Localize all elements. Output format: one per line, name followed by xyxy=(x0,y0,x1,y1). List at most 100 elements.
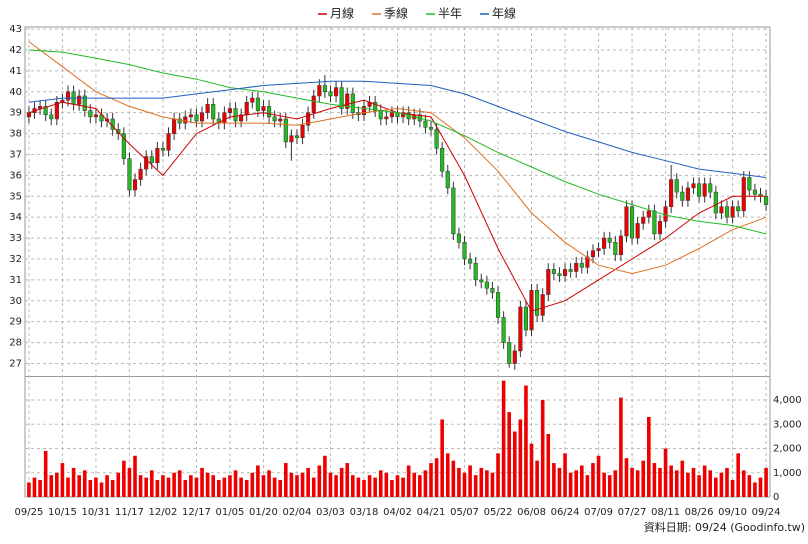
volume-bar xyxy=(473,475,478,497)
volume-bar xyxy=(401,477,405,497)
volume-bar xyxy=(211,475,216,497)
volume-bar xyxy=(758,477,763,497)
x-tick-label: 10/15 xyxy=(48,507,77,518)
volume-bar xyxy=(524,385,528,497)
volume-bar xyxy=(501,380,506,497)
volume-bar xyxy=(546,433,551,497)
x-tick-label: 12/17 xyxy=(182,507,211,518)
candle-body xyxy=(685,187,690,201)
x-tick-label: 03/03 xyxy=(316,507,345,518)
candle-body xyxy=(334,87,339,97)
candle-body xyxy=(764,196,769,205)
y-tick-label: 34 xyxy=(9,212,22,223)
volume-bar xyxy=(244,480,249,497)
candle-body xyxy=(518,306,523,352)
volume-bar xyxy=(205,472,210,497)
x-tick-label: 07/27 xyxy=(618,507,647,518)
candle-body xyxy=(311,95,316,113)
volume-bar xyxy=(328,472,333,497)
volume-bar xyxy=(60,463,65,497)
candle-body xyxy=(540,294,545,316)
volume-bar xyxy=(753,482,757,497)
y-tick-label: 30 xyxy=(9,296,22,307)
x-tick-label: 03/18 xyxy=(350,507,379,518)
volume-bar xyxy=(334,475,338,497)
volume-bar xyxy=(440,419,444,497)
x-tick-label: 04/21 xyxy=(417,507,446,518)
candle-body xyxy=(635,223,640,239)
volume-bar xyxy=(367,475,372,497)
volume-bar xyxy=(155,480,160,497)
volume-bar xyxy=(317,465,322,497)
volume-bar xyxy=(183,480,188,497)
candle-body xyxy=(373,101,378,111)
volume-bar xyxy=(725,467,729,497)
candle-body xyxy=(384,116,389,120)
candle-body xyxy=(479,279,484,283)
candle-body xyxy=(752,189,757,195)
volume-bar xyxy=(647,417,651,497)
x-tick-label: 11/17 xyxy=(115,507,144,518)
volume-bar xyxy=(613,470,618,497)
candle-body xyxy=(283,118,288,143)
legend-label: 月線 xyxy=(330,6,354,21)
volume-bar xyxy=(619,397,623,497)
volume-bar xyxy=(736,453,740,497)
candle-body xyxy=(507,342,512,364)
volume-bar xyxy=(680,460,685,497)
volume-bar xyxy=(351,475,355,497)
candle-body xyxy=(227,108,233,113)
candle-body xyxy=(557,273,562,276)
volume-bar xyxy=(406,465,411,497)
volume-bar xyxy=(99,482,104,497)
legend-label: 年線 xyxy=(492,6,516,21)
candle-body xyxy=(680,191,685,201)
x-tick-label: 06/08 xyxy=(517,507,546,518)
volume-bar xyxy=(529,443,534,497)
x-tick-label: 07/09 xyxy=(584,507,613,518)
candle-body xyxy=(239,114,244,122)
volume-bar xyxy=(490,472,495,497)
volume-bar xyxy=(177,470,182,497)
candle-body xyxy=(495,292,501,318)
volume-bar xyxy=(149,470,154,497)
volume-bar xyxy=(300,472,305,497)
volume-bar xyxy=(607,475,612,497)
y-tick-label: 39 xyxy=(9,108,22,119)
candle-body xyxy=(328,91,333,97)
volume-bar xyxy=(741,470,746,497)
volume-bar xyxy=(94,477,98,497)
volume-bar xyxy=(496,453,500,497)
candle-body xyxy=(49,114,54,120)
volume-bar xyxy=(373,477,377,497)
candle-body xyxy=(389,112,394,118)
volume-bar xyxy=(43,450,48,497)
volume-bar xyxy=(412,472,417,497)
volume-bar xyxy=(635,470,640,497)
candle-body xyxy=(574,262,579,272)
volume-bar xyxy=(714,477,718,497)
candle-body xyxy=(205,104,210,113)
volume-bar xyxy=(563,453,567,497)
candle-body xyxy=(602,237,607,249)
volume-bar xyxy=(747,475,752,497)
volume-bar xyxy=(216,480,221,497)
candle-body xyxy=(250,97,255,103)
candle-body xyxy=(361,106,367,116)
y-tick-label: 31 xyxy=(9,275,22,286)
candle-body xyxy=(82,95,87,111)
x-tick-label: 08/11 xyxy=(651,507,680,518)
candle-body xyxy=(736,206,741,212)
volume-bar xyxy=(272,477,277,497)
volume-bar xyxy=(88,480,93,497)
candle-body xyxy=(440,147,445,172)
candle-body xyxy=(244,101,249,116)
volume-bar xyxy=(306,467,310,497)
y-tick-label: 33 xyxy=(9,233,22,244)
volume-bar xyxy=(161,475,165,497)
candle-body xyxy=(306,112,311,126)
y-tick-label: 36 xyxy=(9,170,22,181)
x-tick-label: 01/05 xyxy=(216,507,245,518)
candle-body xyxy=(663,206,668,222)
